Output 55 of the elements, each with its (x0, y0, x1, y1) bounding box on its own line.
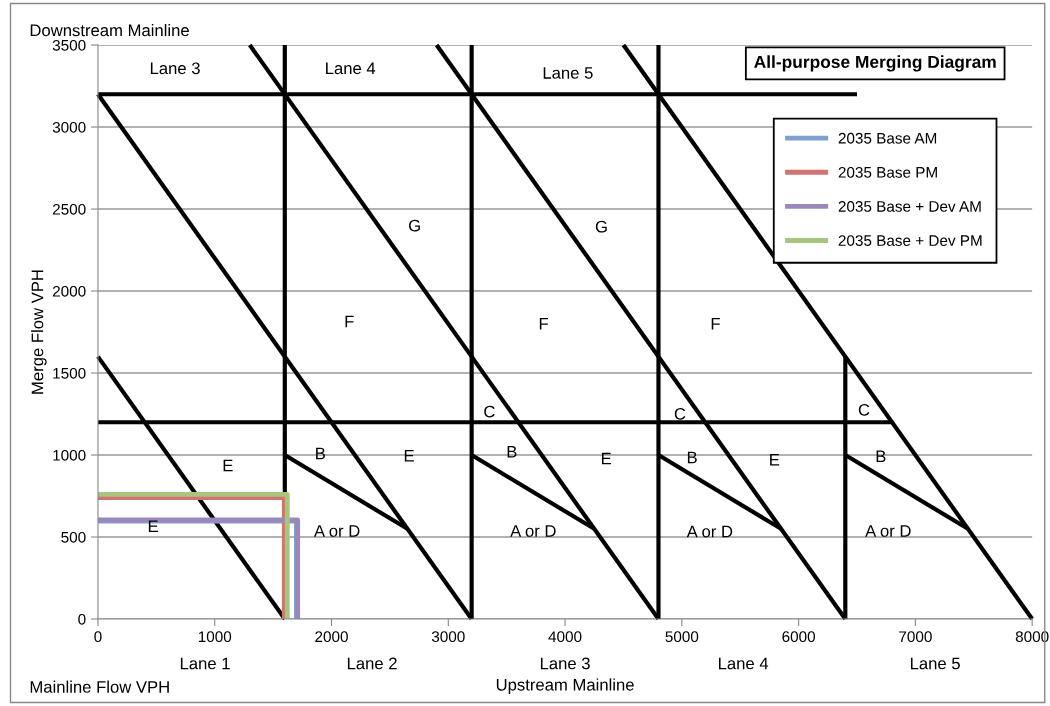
x-tick-label: 1000 (198, 631, 232, 643)
text: Downstream Mainline (30, 24, 189, 37)
annotation: A or D (313, 525, 360, 537)
annotation: C (484, 405, 495, 418)
x-tick-label: 4000 (548, 631, 582, 643)
y-tick-label: 2000 (52, 285, 86, 297)
x-axis-title: Upstream Mainline (496, 678, 634, 694)
annotation: Lane 3 (150, 62, 200, 75)
annotation: Lane 5 (543, 67, 593, 79)
annotation: E (601, 452, 611, 465)
text: Lane 4 (718, 657, 769, 670)
annotation: E (223, 459, 233, 472)
y-tick-label: 0 (78, 613, 86, 625)
annotation: E (404, 450, 414, 462)
text: Lane 1 (180, 657, 230, 670)
annotation: C (674, 407, 686, 420)
annotation: A or D (686, 525, 733, 538)
y-tick-label: 1500 (53, 367, 86, 379)
annotation: F (711, 317, 720, 330)
annotation: G (595, 220, 607, 233)
x-tick-label: 0 (94, 631, 102, 643)
text: Lane 3 (540, 657, 590, 670)
annotation: A or D (865, 525, 911, 537)
text: Lane 2 (347, 657, 397, 670)
x-tick-label: 8000 (1015, 631, 1049, 643)
annotation: B (507, 445, 517, 458)
annotation: B (316, 447, 325, 460)
x-tick-label: 5000 (665, 631, 699, 643)
annotation: F (345, 315, 354, 328)
legend-label: 2035 Base PM (838, 166, 937, 178)
legend-label: 2035 Base + Dev PM (838, 235, 982, 246)
annotation: F (539, 317, 548, 330)
text: Lane 5 (910, 657, 960, 670)
annotation: G (409, 219, 420, 232)
annotation: E (148, 520, 158, 533)
annotation: B (687, 451, 697, 464)
x-tick-label: 3000 (431, 631, 465, 643)
text: All-purpose Merging Diagram (754, 55, 996, 72)
annotation: A or D (510, 525, 556, 537)
y-tick-label: 3000 (52, 121, 86, 133)
x-tick-label: 6000 (782, 631, 815, 643)
y-tick-label: 500 (61, 531, 86, 543)
y-axis-title: Merge Flow VPH (31, 270, 47, 394)
annotation: B (876, 450, 886, 463)
y-tick-label: 1000 (53, 449, 86, 461)
annotation: C (858, 403, 870, 416)
legend-label: 2035 Base AM (838, 132, 937, 144)
text: Mainline Flow VPH (30, 680, 169, 693)
y-tick-label: 2500 (52, 203, 86, 215)
legend-label: 2035 Base + Dev AM (838, 201, 981, 212)
x-tick-label: 7000 (899, 631, 932, 643)
y-tick-label: 3500 (52, 39, 86, 51)
annotation: E (770, 454, 780, 466)
x-tick-label: 2000 (315, 631, 348, 643)
annotation: Lane 4 (326, 62, 376, 75)
